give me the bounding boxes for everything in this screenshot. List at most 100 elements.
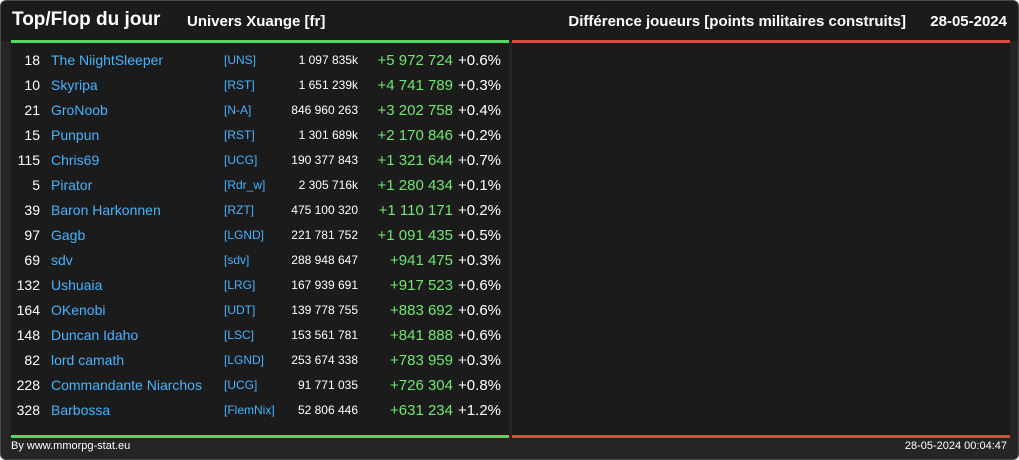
alliance-tag-link[interactable]: [LSC] [224, 328, 255, 342]
player-rank: 18 [24, 52, 40, 68]
table-row: 97 Gagb [LGND] 221 781 752 +1 091 435 +0.5% [11, 223, 509, 248]
percent-change: +0.5% [458, 227, 501, 244]
player-name-link[interactable]: Skyripa [51, 77, 98, 93]
table-row: 164 OKenobi [UDT] 139 778 755 +883 692 +0.6% [11, 298, 509, 323]
player-points: 288 948 647 [291, 253, 358, 267]
player-name-link[interactable]: sdv [51, 252, 73, 268]
table-row: 39 Baron Harkonnen [RZT] 475 100 320 +1 110 … [11, 198, 509, 223]
player-name-link[interactable]: Punpun [51, 127, 100, 143]
player-points: 1 097 835k [298, 53, 358, 67]
table-row: 18 The NiightSleeper [UNS] 1 097 835k +5 972… [11, 48, 509, 73]
percent-change: +0.3% [458, 252, 501, 269]
alliance-tag-link[interactable]: [RZT] [224, 203, 254, 217]
points-difference: +883 692 [390, 302, 453, 319]
player-rank: 39 [24, 202, 40, 218]
player-name-link[interactable]: GroNoob [51, 102, 108, 118]
player-name-link[interactable]: Gagb [51, 227, 86, 243]
table-row: 148 Duncan Idaho [LSC] 153 561 781 +841 888 +… [11, 323, 509, 348]
player-points: 52 806 446 [297, 403, 358, 417]
table-row: 228 Commandante Niarchos [UCG] 91 771 035 +7… [11, 373, 509, 398]
player-rank: 164 [16, 302, 40, 318]
player-rank: 228 [16, 377, 40, 393]
table-row: 21 GroNoob [N-A] 846 960 263 +3 202 758 +0.4% [11, 98, 509, 123]
table-row: 10 Skyripa [RST] 1 651 239k +4 741 789 +0.3% [11, 73, 509, 98]
player-points: 190 377 843 [291, 153, 358, 167]
player-name-link[interactable]: The NiightSleeper [51, 52, 164, 68]
player-rank: 148 [16, 327, 40, 343]
points-difference: +631 234 [390, 402, 453, 419]
player-rank: 82 [24, 352, 40, 368]
player-name-link[interactable]: OKenobi [51, 302, 106, 318]
player-name-link[interactable]: lord camath [51, 352, 125, 368]
site-credit-link[interactable]: By www.mmorpg-stat.eu [11, 440, 131, 452]
header-date: 28-05-2024 [930, 13, 1007, 30]
player-rank: 132 [16, 277, 40, 293]
player-name-link[interactable]: Chris69 [51, 152, 100, 168]
alliance-tag-link[interactable]: [UCG] [224, 153, 258, 167]
table-row: 132 Ushuaia [LRG] 167 939 691 +917 523 +0.6% [11, 273, 509, 298]
percent-change: +0.6% [458, 327, 501, 344]
percent-change: +0.2% [458, 202, 501, 219]
points-difference: +5 972 724 [377, 52, 454, 69]
alliance-tag-link[interactable]: [N-A] [224, 103, 252, 117]
flop-accent-bar [512, 40, 1010, 43]
player-points: 139 778 755 [291, 303, 358, 317]
player-name-link[interactable]: Ushuaia [51, 277, 103, 293]
table-row: 328 Barbossa [FlemNix] 52 806 446 +631 234 +1… [11, 398, 509, 423]
player-rank: 5 [32, 177, 40, 193]
percent-change: +0.3% [458, 77, 501, 94]
player-rank: 115 [17, 152, 40, 168]
player-name-link[interactable]: Barbossa [51, 402, 111, 418]
top-accent-bar-bottom [11, 435, 509, 438]
player-name-link[interactable]: Baron Harkonnen [51, 202, 161, 218]
percent-change: +0.7% [458, 152, 501, 169]
table-row: 82 lord camath [LGND] 253 674 338 +783 959 +0… [11, 348, 509, 373]
alliance-tag-link[interactable]: [UNS] [224, 53, 257, 67]
top-players-panel: 18 The NiightSleeper [UNS] 1 097 835k +5 972… [11, 40, 509, 438]
player-rank: 69 [24, 252, 40, 268]
alliance-tag-link[interactable]: [sdv] [224, 253, 250, 267]
percent-change: +0.3% [458, 352, 501, 369]
percent-change: +0.6% [458, 52, 501, 69]
alliance-tag-link[interactable]: [LRG] [224, 278, 256, 292]
points-difference: +917 523 [390, 277, 453, 294]
alliance-tag-link[interactable]: [UDT] [224, 303, 256, 317]
player-points: 253 674 338 [291, 353, 358, 367]
player-rank: 15 [24, 127, 40, 143]
player-points: 475 100 320 [291, 203, 358, 217]
metric-label: Différence joueurs [points militaires co… [568, 13, 906, 30]
points-difference: +726 304 [390, 377, 453, 394]
points-difference: +3 202 758 [377, 102, 454, 119]
alliance-tag-link[interactable]: [UCG] [224, 378, 258, 392]
percent-change: +0.6% [458, 302, 501, 319]
points-difference: +4 741 789 [377, 77, 454, 94]
alliance-tag-link[interactable]: [FlemNix] [224, 403, 275, 417]
points-difference: +941 475 [390, 252, 453, 269]
alliance-tag-link[interactable]: [RST] [224, 128, 255, 142]
points-difference: +2 170 846 [377, 127, 454, 144]
player-name-link[interactable]: Commandante Niarchos [51, 377, 202, 393]
player-rank: 10 [24, 77, 40, 93]
player-points: 846 960 263 [291, 103, 358, 117]
points-difference: +1 091 435 [377, 227, 454, 244]
generated-timestamp: 28-05-2024 00:04:47 [904, 440, 1007, 452]
player-name-link[interactable]: Duncan Idaho [51, 327, 139, 343]
player-name-link[interactable]: Pirator [51, 177, 93, 193]
percent-change: +0.6% [458, 277, 501, 294]
alliance-tag-link[interactable]: [LGND] [224, 228, 265, 242]
player-points: 167 939 691 [291, 278, 358, 292]
alliance-tag-link[interactable]: [LGND] [224, 353, 265, 367]
points-difference: +1 280 434 [377, 177, 454, 194]
player-points: 1 301 689k [298, 128, 358, 142]
player-points: 2 305 716k [298, 178, 358, 192]
percent-change: +0.1% [458, 177, 501, 194]
player-points: 1 651 239k [298, 78, 358, 92]
alliance-tag-link[interactable]: [RST] [224, 78, 255, 92]
percent-change: +0.4% [458, 102, 501, 119]
player-rank: 97 [24, 227, 40, 243]
percent-change: +0.2% [458, 127, 501, 144]
points-difference: +1 110 171 [378, 202, 453, 219]
alliance-tag-link[interactable]: [Rdr_w] [224, 178, 266, 192]
universe-label: Univers Xuange [fr] [187, 13, 326, 30]
